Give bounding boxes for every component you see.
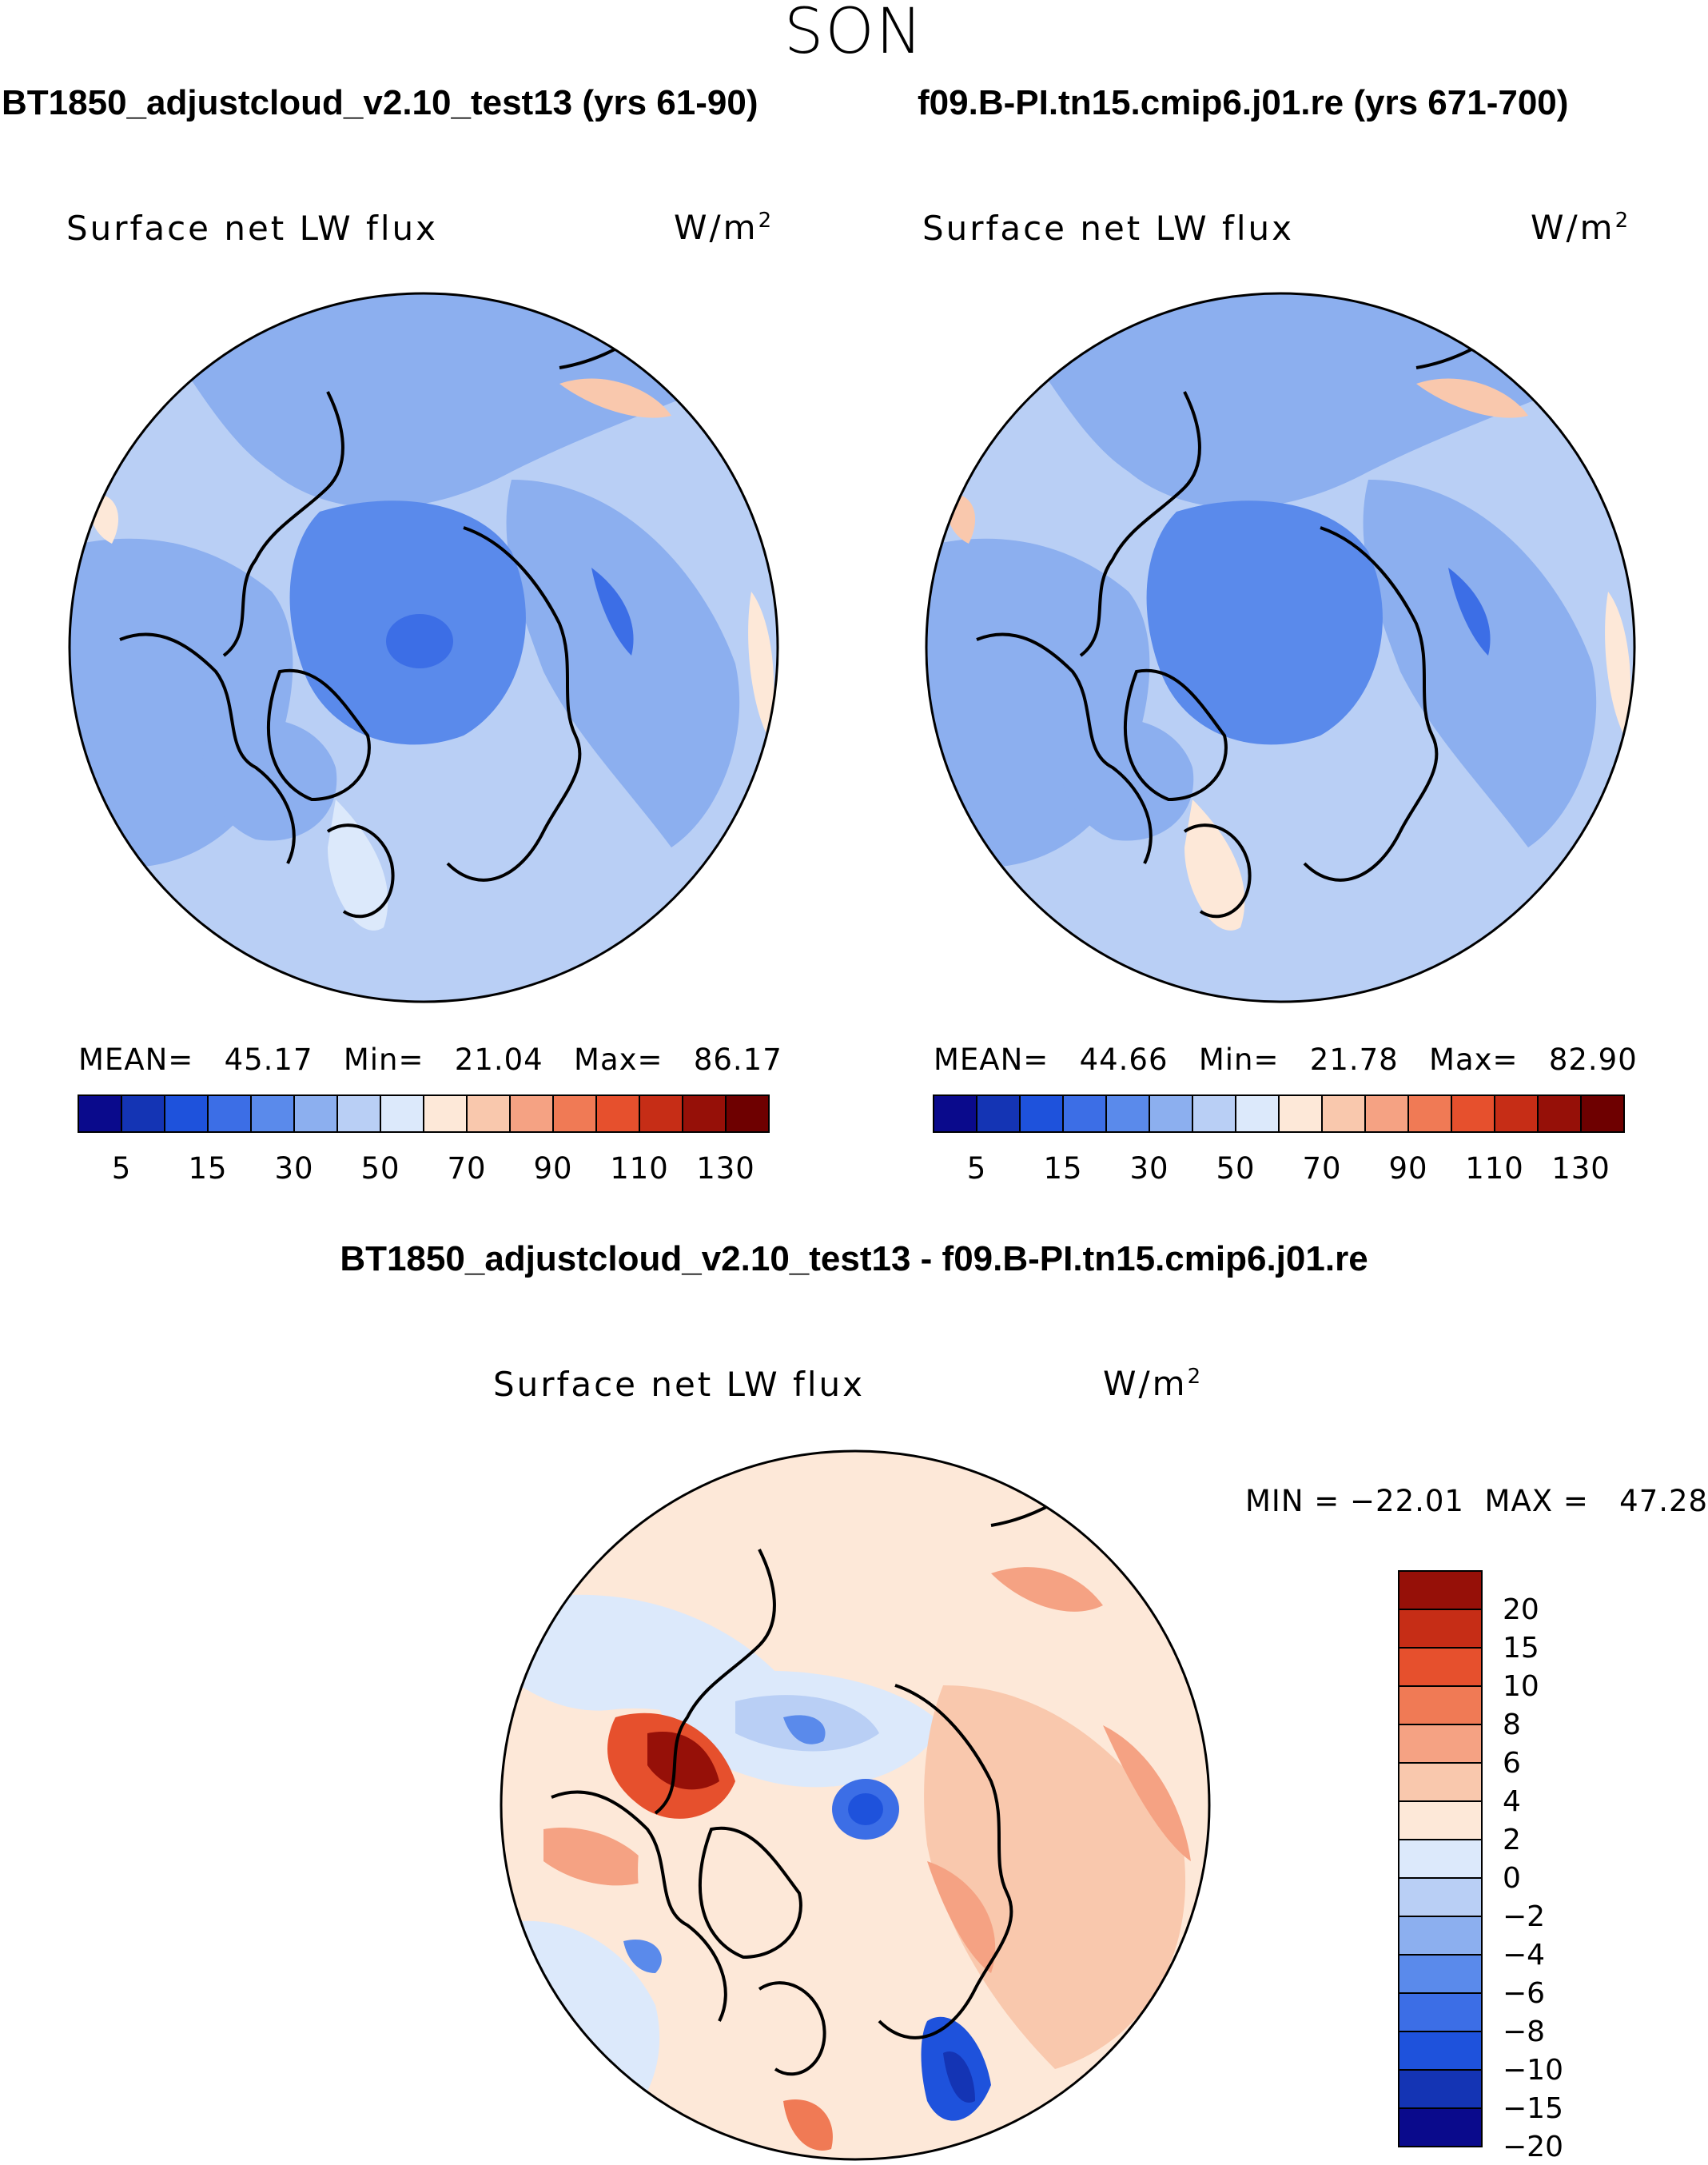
left-colorbar-swatch	[293, 1094, 338, 1133]
right-colorbar-swatch	[1062, 1094, 1107, 1133]
right-colorbar-swatch	[1235, 1094, 1280, 1133]
left-stats: MEAN= 45.17 Min= 21.04 Max= 86.17	[78, 1043, 782, 1077]
diff-colorbar-tick-label: 4	[1503, 1785, 1521, 1818]
right-stats: MEAN= 44.66 Min= 21.78 Max= 82.90	[934, 1043, 1638, 1077]
right-colorbar-swatch	[1321, 1094, 1366, 1133]
right-colorbar-tick-label: 5	[967, 1151, 987, 1186]
diff-colorbar-tick-label: −4	[1503, 1939, 1545, 1972]
left-colorbar-swatch	[78, 1094, 122, 1133]
left-colorbar-swatch	[725, 1094, 770, 1133]
right-colorbar-swatch	[1192, 1094, 1236, 1133]
right-units-label: W/m2	[1531, 208, 1631, 247]
left-colorbar-tick-label: 90	[533, 1151, 572, 1186]
left-colorbar-swatch	[164, 1094, 209, 1133]
diff-colorbar-tick-label: 2	[1503, 1824, 1521, 1856]
left-colorbar-tick-label: 50	[360, 1151, 400, 1186]
diff-variable-label: Surface net LW flux	[493, 1365, 865, 1404]
left-colorbar-swatch	[509, 1094, 554, 1133]
diff-colorbar-swatch	[1398, 1685, 1483, 1725]
right-colorbar-swatch	[1278, 1094, 1323, 1133]
right-colorbar-swatch	[1537, 1094, 1582, 1133]
right-colorbar-swatch	[1494, 1094, 1539, 1133]
right-polar-map	[925, 292, 1636, 1003]
left-colorbar-tick-label: 5	[112, 1151, 132, 1186]
diff-colorbar-swatch	[1398, 2031, 1483, 2071]
diff-colorbar-tick-label: −2	[1503, 1900, 1545, 1933]
left-colorbar-swatch	[336, 1094, 381, 1133]
left-panel-title: BT1850_adjustcloud_v2.10_test13 (yrs 61-…	[2, 83, 758, 122]
diff-colorbar-swatch	[1398, 1609, 1483, 1649]
right-colorbar-swatch	[1149, 1094, 1193, 1133]
left-colorbar-swatch	[595, 1094, 640, 1133]
diff-units-label: W/m2	[1103, 1364, 1204, 1403]
left-colorbar-swatch	[250, 1094, 295, 1133]
diff-colorbar-swatch	[1398, 1800, 1483, 1840]
right-colorbar-swatch	[1019, 1094, 1064, 1133]
right-colorbar-swatch	[1407, 1094, 1452, 1133]
left-colorbar-tick-label: 130	[696, 1151, 755, 1186]
diff-colorbar-swatch	[1398, 1839, 1483, 1879]
right-colorbar-tick-label: 130	[1551, 1151, 1610, 1186]
diff-colorbar-swatch	[1398, 2069, 1483, 2109]
diff-colorbar-swatch	[1398, 1916, 1483, 1956]
diff-colorbar-tick-label: 8	[1503, 1708, 1521, 1741]
left-units-label: W/m2	[674, 208, 774, 247]
right-panel-title: f09.B-PI.tn15.cmip6.j01.re (yrs 671-700)	[918, 83, 1569, 122]
right-colorbar-swatch	[1451, 1094, 1495, 1133]
right-colorbar-swatch	[1364, 1094, 1409, 1133]
diff-colorbar-swatch	[1398, 1570, 1483, 1610]
left-variable-label: Surface net LW flux	[66, 209, 438, 248]
left-colorbar: 5 15 30 50 70 90 110 130	[78, 1094, 770, 1186]
diff-colorbar-swatch	[1398, 1954, 1483, 1994]
diff-colorbar-tick-label: 10	[1503, 1670, 1539, 1703]
diff-colorbar-tick-label: −20	[1503, 2131, 1563, 2163]
left-colorbar-swatch	[121, 1094, 165, 1133]
diff-colorbar-tick-label: −15	[1503, 2092, 1563, 2125]
left-colorbar-swatch	[466, 1094, 511, 1133]
diff-colorbar-tick-label: −10	[1503, 2054, 1563, 2087]
diff-colorbar-tick-label: 15	[1503, 1632, 1539, 1665]
left-colorbar-swatch	[552, 1094, 597, 1133]
diff-polar-map	[500, 1449, 1211, 2161]
left-colorbar-tick-label: 70	[447, 1151, 486, 1186]
right-colorbar-swatch	[1580, 1094, 1625, 1133]
left-colorbar-tick-label: 30	[274, 1151, 313, 1186]
right-colorbar-swatch	[1105, 1094, 1150, 1133]
diff-colorbar-tick-label: 20	[1503, 1593, 1539, 1626]
left-colorbar-swatch	[639, 1094, 683, 1133]
diff-colorbar-swatch	[1398, 1877, 1483, 1917]
diff-panel-title: BT1850_adjustcloud_v2.10_test13 - f09.B-…	[340, 1239, 1368, 1278]
diff-colorbar-tick-label: 6	[1503, 1747, 1521, 1780]
left-colorbar-swatch	[207, 1094, 252, 1133]
diff-colorbar-swatch	[1398, 1762, 1483, 1802]
diff-colorbar-swatch	[1398, 1647, 1483, 1687]
right-colorbar-tick-label: 90	[1388, 1151, 1427, 1186]
diff-colorbar-tick-label: −8	[1503, 2015, 1545, 2048]
left-colorbar-tick-label: 15	[188, 1151, 227, 1186]
diff-colorbar-swatch	[1398, 2107, 1483, 2147]
right-colorbar: 5 15 30 50 70 90 110 130	[933, 1094, 1625, 1186]
season-title: SON	[783, 0, 925, 68]
left-colorbar-tick-label: 110	[610, 1151, 669, 1186]
right-colorbar-swatch	[933, 1094, 977, 1133]
left-colorbar-swatch	[682, 1094, 727, 1133]
right-colorbar-tick-label: 30	[1129, 1151, 1169, 1186]
left-polar-map	[68, 292, 779, 1003]
right-colorbar-tick-label: 50	[1216, 1151, 1255, 1186]
right-colorbar-tick-label: 70	[1302, 1151, 1341, 1186]
diff-colorbar-swatch	[1398, 1992, 1483, 2032]
right-colorbar-tick-label: 15	[1043, 1151, 1082, 1186]
diff-colorbar-swatch	[1398, 1724, 1483, 1764]
right-colorbar-tick-label: 110	[1465, 1151, 1524, 1186]
right-colorbar-swatch	[976, 1094, 1021, 1133]
right-variable-label: Surface net LW flux	[922, 209, 1294, 248]
left-colorbar-swatch	[423, 1094, 468, 1133]
diff-colorbar-tick-label: 0	[1503, 1862, 1521, 1895]
left-colorbar-swatch	[380, 1094, 424, 1133]
diff-colorbar-tick-label: −6	[1503, 1977, 1545, 2010]
diff-stats: MIN = −22.01 MAX = 47.28	[1245, 1484, 1708, 1518]
